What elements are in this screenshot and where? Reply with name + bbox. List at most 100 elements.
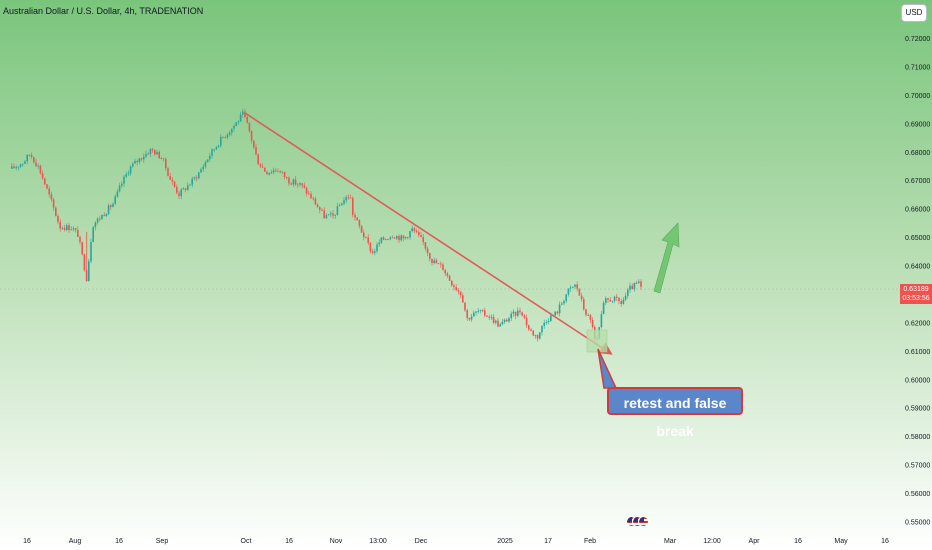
candle-body — [74, 228, 77, 230]
economic-events[interactable] — [626, 516, 650, 528]
retest-zone[interactable] — [586, 329, 608, 353]
candle-body — [195, 177, 198, 179]
candle-body — [281, 171, 284, 173]
candle-body — [50, 194, 53, 200]
candle-body — [550, 315, 552, 321]
candle-body — [473, 312, 475, 317]
candle-body — [396, 236, 398, 239]
candle-body — [327, 214, 330, 216]
candle-body — [292, 179, 295, 185]
y-tick-label: 0.69000 — [905, 121, 930, 128]
y-tick-label: 0.58000 — [905, 434, 930, 441]
candle-body — [536, 335, 539, 339]
candle-body — [580, 295, 583, 300]
candle-body — [402, 235, 405, 239]
candle-body — [316, 204, 319, 208]
candle-body — [404, 237, 407, 239]
candle-body — [33, 157, 35, 163]
candle-body — [303, 185, 306, 188]
candle-body — [55, 207, 57, 216]
candle-body — [525, 317, 528, 326]
candle-body — [330, 213, 332, 215]
candle-body — [165, 159, 167, 169]
candle-body — [495, 320, 497, 323]
candle-body — [435, 260, 438, 264]
candle-body — [314, 198, 317, 205]
candle-body — [138, 158, 141, 163]
candle-body — [173, 181, 176, 187]
candle-body — [171, 179, 174, 182]
us-flag-icon[interactable] — [638, 516, 649, 527]
candle-body — [26, 154, 28, 162]
candle-body — [622, 299, 625, 304]
candle-body — [211, 149, 213, 156]
candle-body — [220, 136, 222, 146]
downtrend-line[interactable] — [244, 112, 613, 355]
candle-body — [129, 166, 132, 174]
candle-body — [345, 197, 347, 201]
candle-body — [506, 319, 508, 322]
y-tick-label: 0.55000 — [905, 519, 930, 526]
bullish-arrow[interactable] — [653, 222, 680, 294]
candle-body — [545, 322, 548, 323]
candle-body — [206, 159, 209, 163]
candle-body — [308, 193, 310, 195]
candle-body — [191, 178, 193, 185]
candle-body — [37, 165, 39, 167]
candle-body — [398, 236, 400, 241]
x-tick-label: 16 — [23, 538, 31, 545]
candle-body — [149, 148, 152, 155]
candle-body — [125, 174, 127, 177]
candle-body — [217, 145, 220, 147]
candle-body — [156, 151, 158, 155]
candle-body — [426, 248, 429, 254]
candle-body — [145, 153, 147, 157]
candle-body — [418, 232, 420, 236]
candle-body — [88, 261, 90, 282]
y-tick-label: 0.72000 — [905, 36, 930, 43]
currency-button[interactable]: USD — [901, 4, 927, 22]
x-tick-label: Sep — [156, 538, 169, 545]
candle-body — [556, 311, 559, 314]
candle-body — [609, 299, 611, 302]
candle-body — [629, 285, 631, 290]
candle-body — [189, 184, 191, 186]
candle-body — [448, 275, 451, 281]
candle-body — [178, 192, 180, 197]
candle-body — [488, 316, 490, 318]
candle-body — [134, 160, 136, 164]
candle-body — [279, 171, 281, 173]
candle-body — [365, 237, 367, 239]
y-tick-label: 0.71000 — [905, 64, 930, 71]
x-tick-label: Dec — [415, 538, 428, 545]
candle-body — [523, 315, 526, 318]
candle-body — [52, 199, 55, 208]
candle-body — [627, 289, 629, 296]
candle-body — [635, 282, 638, 284]
annotation-callout[interactable]: retest and false break — [607, 387, 743, 439]
candle-body — [578, 288, 581, 296]
candle-body — [420, 235, 422, 238]
candle-body — [378, 242, 380, 245]
candle-body — [162, 158, 165, 160]
candle-body — [521, 312, 523, 316]
x-tick-label: 17 — [544, 538, 552, 545]
candle-body — [501, 321, 504, 325]
y-tick-label: 0.66000 — [905, 207, 930, 214]
x-tick-label: Feb — [584, 538, 596, 545]
candle-body — [389, 237, 391, 240]
candle-body — [574, 284, 576, 287]
candle-body — [543, 322, 545, 326]
candle-body — [433, 260, 435, 264]
candle-body — [299, 183, 301, 185]
candle-body — [607, 298, 609, 300]
candle-body — [310, 193, 312, 199]
candle-body — [17, 166, 20, 168]
candle-body — [481, 310, 484, 311]
candle-body — [187, 185, 189, 190]
candle-body — [336, 206, 339, 215]
candle-body — [11, 166, 13, 169]
candle-body — [332, 213, 334, 216]
